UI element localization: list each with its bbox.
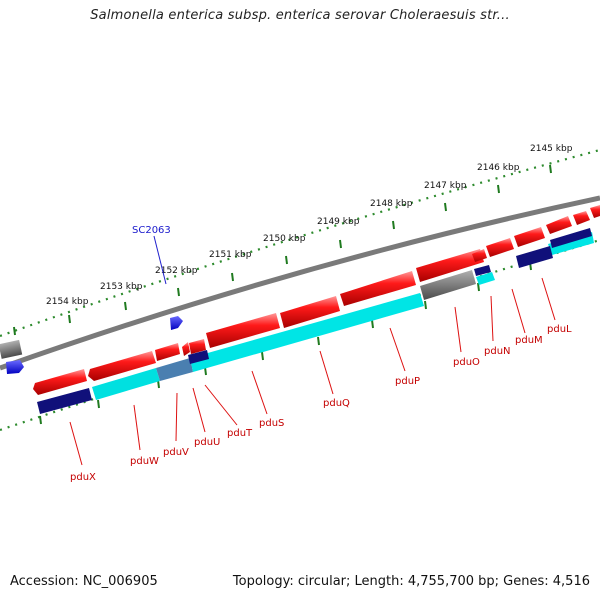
scale-label-2149: 2149 kbp <box>317 217 360 227</box>
scale-label-2154: 2154 kbp <box>46 297 89 307</box>
genome-summary: Topology: circular; Length: 4,755,700 bp… <box>232 574 590 589</box>
feature-sc2063-arrow[interactable] <box>170 316 183 330</box>
cyan-segment-3[interactable] <box>476 272 495 285</box>
gene-label-pduL: pduL <box>547 324 572 335</box>
navy-segment-5[interactable] <box>550 228 592 248</box>
gene-label-pduP: pduP <box>395 376 420 387</box>
cds-pduO[interactable] <box>416 249 484 282</box>
map-title: Salmonella enterica subsp. enterica sero… <box>90 8 510 23</box>
gene-label-pduT: pduT <box>227 428 253 439</box>
cds-pduN[interactable] <box>472 249 487 262</box>
cds-pduX[interactable] <box>33 369 87 395</box>
scale-track-inner <box>0 238 600 432</box>
gene-label-pduQ: pduQ <box>323 398 350 409</box>
gene-label-pduN: pduN <box>484 346 511 357</box>
scale-label-2150: 2150 kbp <box>263 234 306 244</box>
pseudogene-block[interactable] <box>420 270 476 300</box>
scale-label-2147: 2147 kbp <box>424 181 467 191</box>
left-gray-feature[interactable] <box>0 339 23 359</box>
cds-pduL[interactable] <box>514 227 545 247</box>
gene-label-pduS: pduS <box>259 418 284 429</box>
steel-segment[interactable] <box>156 358 193 381</box>
cyan-segment-1[interactable] <box>92 368 160 400</box>
scale-label-2146: 2146 kbp <box>477 163 520 173</box>
left-blue-feature[interactable] <box>6 360 24 374</box>
cds-extra-1[interactable] <box>546 216 572 234</box>
gene-leaders <box>69 277 556 466</box>
gene-label-pduW: pduW <box>130 456 159 467</box>
gene-label-pduV: pduV <box>163 447 189 458</box>
feature-sc2063-leader <box>153 235 167 285</box>
scale-track-outer <box>0 148 600 338</box>
forward-cds-track <box>33 205 600 395</box>
gene-label-pduM: pduM <box>515 335 543 346</box>
cds-pduU[interactable] <box>182 342 190 356</box>
cds-pduT[interactable] <box>189 339 206 354</box>
gene-label-pduO: pduO <box>453 357 480 368</box>
navy-segment-4[interactable] <box>516 246 553 268</box>
navy-segment-2[interactable] <box>188 350 209 364</box>
scale-label-2153: 2153 kbp <box>100 282 143 292</box>
scale-label-2151: 2151 kbp <box>209 250 252 260</box>
genome-backbone <box>0 195 600 371</box>
cyan-segment-2[interactable] <box>190 293 424 372</box>
cds-extra-2[interactable] <box>573 211 590 225</box>
cds-pduV[interactable] <box>155 343 180 361</box>
outer-major-ticks <box>13 164 552 336</box>
analysis-track <box>37 228 594 414</box>
scale-label-2152: 2152 kbp <box>155 266 198 276</box>
cds-pduQ[interactable] <box>280 296 340 328</box>
feature-sc2063-label: SC2063 <box>132 225 171 236</box>
scale-label-2145: 2145 kbp <box>530 144 573 154</box>
cds-pduW[interactable] <box>88 351 156 381</box>
cds-pduS[interactable] <box>206 313 280 348</box>
gene-label-pduX: pduX <box>70 472 96 483</box>
gene-label-pduU: pduU <box>194 437 220 448</box>
scale-label-2148: 2148 kbp <box>370 199 413 209</box>
cds-extra-3[interactable] <box>590 205 600 218</box>
navy-segment-3[interactable] <box>474 265 491 276</box>
cds-pduP[interactable] <box>340 271 416 306</box>
cds-pduM[interactable] <box>486 238 514 257</box>
navy-segment-1[interactable] <box>37 388 92 414</box>
accession-text: Accession: NC_006905 <box>10 574 158 589</box>
